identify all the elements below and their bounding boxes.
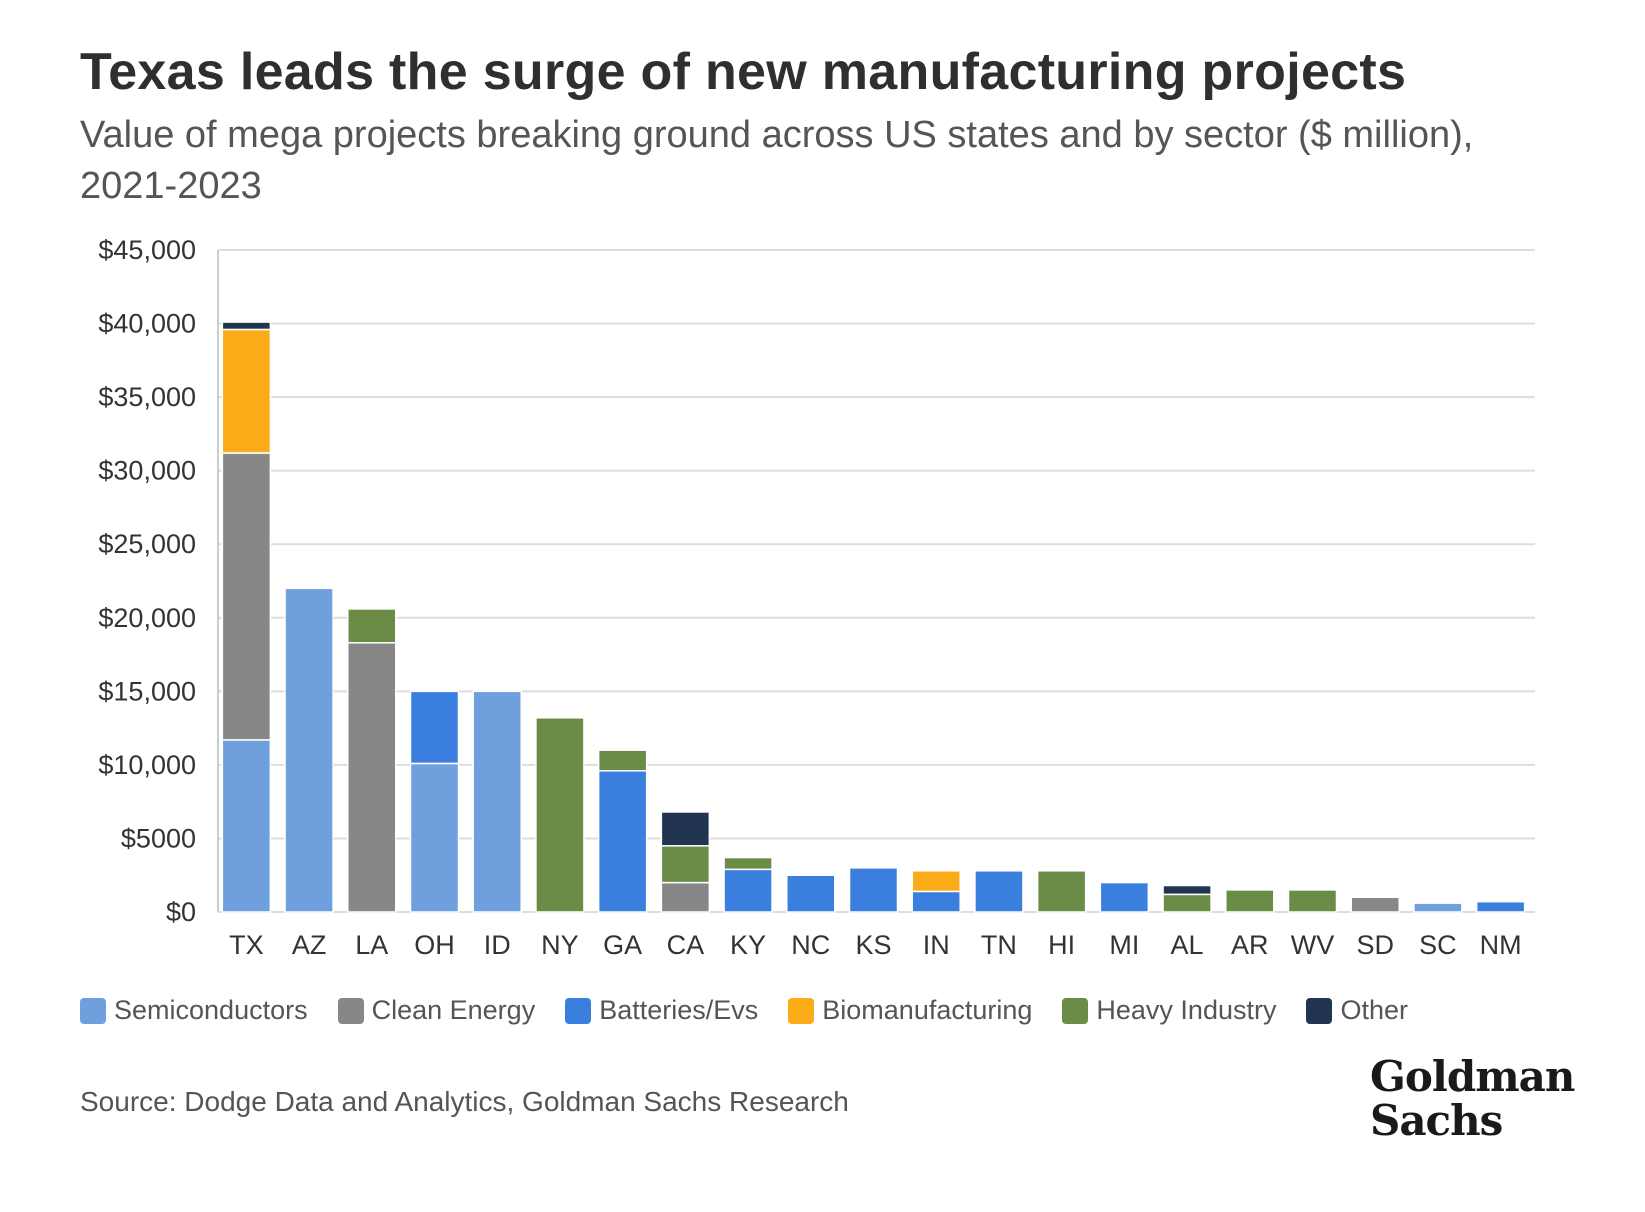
bar-segment-ky-batteries-evs: [723, 868, 773, 913]
legend-swatch: [565, 997, 592, 1024]
bar-segment-wv-heavy-industry: [1287, 889, 1338, 913]
legend-label: Heavy Industry: [1096, 995, 1277, 1025]
bar-segment-tx-clean-energy: [221, 452, 272, 741]
y-tick-label: $45,000: [98, 235, 196, 265]
y-tick-label: $15,000: [98, 676, 196, 706]
bar-segment-in-batteries-evs: [911, 890, 961, 913]
legend-label: Biomanufacturing: [822, 995, 1033, 1025]
legend-item: Clean Energy: [337, 995, 536, 1026]
x-tick-label: NY: [541, 930, 579, 960]
x-tick-label: AL: [1171, 930, 1204, 960]
bar-segment-oh-batteries-evs: [409, 690, 460, 765]
x-tick-label: HI: [1048, 930, 1075, 960]
y-tick-label: $5000: [121, 823, 196, 853]
y-tick-label: $35,000: [98, 382, 196, 412]
legend-label: Other: [1340, 995, 1408, 1025]
x-tick-label: CA: [667, 930, 705, 960]
bar-segment-sd-clean-energy: [1350, 896, 1400, 913]
bar-segment-ca-clean-energy: [660, 881, 711, 913]
bar-segment-ga-batteries-evs: [597, 770, 648, 913]
bar-segment-az-semiconductors: [284, 587, 334, 913]
logo-line-1: Goldman: [1370, 1052, 1575, 1101]
bar-segment-sc-semiconductors: [1413, 902, 1463, 913]
x-axis-ticks: TX AZ LA OH ID NY GA CA KY NC KS IN TN HI MI AL AR WV SD SC…: [229, 930, 1522, 960]
legend-swatch: [337, 997, 364, 1024]
x-tick-label: GA: [603, 930, 642, 960]
y-tick-label: $10,000: [98, 750, 196, 780]
logo-line-2: Sachs: [1370, 1096, 1503, 1145]
source-note: Source: Dodge Data and Analytics, Goldma…: [80, 1086, 849, 1117]
x-tick-label: KY: [730, 930, 766, 960]
x-tick-label: TX: [229, 930, 264, 960]
bar-segment-ca-other: [660, 811, 711, 847]
bar-segment-ca-heavy-industry: [660, 845, 711, 884]
bar-segment-ga-heavy-industry: [597, 749, 648, 772]
y-tick-label: $0: [166, 897, 196, 927]
x-tick-label: TN: [981, 930, 1017, 960]
x-tick-label: AR: [1231, 930, 1269, 960]
bar-segment-la-clean-energy: [347, 642, 397, 913]
bar-segment-id-semiconductors: [472, 690, 522, 913]
bar-segment-ar-heavy-industry: [1225, 889, 1275, 913]
chart-title: Texas leads the surge of new manufacturi…: [80, 43, 1407, 101]
y-axis-ticks: $0 $5000 $10,000 $15,000 $20,000 $25,000 $30,0…: [98, 235, 196, 927]
x-tick-label: KS: [855, 930, 891, 960]
x-tick-label: IN: [923, 930, 950, 960]
legend: Semiconductors Clean Energy Batteries/Evs B…: [80, 995, 1438, 1026]
bar-segment-mi-batteries-evs: [1099, 881, 1150, 913]
x-tick-label: AZ: [292, 930, 327, 960]
y-tick-label: $40,000: [98, 309, 196, 339]
bar-segment-tx-biomanufacturing: [221, 328, 272, 454]
bar-segment-in-biomanufacturing: [911, 870, 961, 893]
legend-label: Batteries/Evs: [599, 995, 759, 1025]
chart-subtitle: Value of mega projects breaking ground a…: [80, 114, 1474, 207]
legend-swatch: [80, 997, 106, 1024]
legend-swatch: [788, 997, 815, 1024]
x-tick-label: SD: [1356, 930, 1394, 960]
y-tick-label: $30,000: [98, 456, 196, 486]
x-tick-label: SC: [1419, 930, 1457, 960]
x-tick-label: ID: [484, 930, 511, 960]
x-tick-label: LA: [355, 930, 388, 960]
legend-swatch: [1062, 997, 1089, 1024]
bar-segment-ks-batteries-evs: [848, 867, 899, 913]
bar-segment-ny-heavy-industry: [535, 717, 585, 913]
y-tick-label: $25,000: [98, 529, 196, 559]
legend-swatch: [1306, 997, 1333, 1024]
bar-segment-nc-batteries-evs: [786, 874, 836, 913]
x-tick-label: NC: [791, 930, 830, 960]
legend-item: Biomanufacturing: [788, 995, 1032, 1026]
x-tick-label: NM: [1480, 930, 1522, 960]
bar-segment-ky-heavy-industry: [723, 856, 773, 871]
x-tick-label: MI: [1109, 930, 1139, 960]
bar-segment-al-other: [1162, 884, 1212, 896]
bar-segment-tx-semiconductors: [221, 739, 272, 913]
bar-segment-tx-other: [221, 321, 272, 331]
bar-segment-tn-batteries-evs: [974, 870, 1024, 913]
bar-segment-al-heavy-industry: [1162, 893, 1212, 913]
bar-segment-hi-heavy-industry: [1036, 870, 1087, 913]
legend-label: Clean Energy: [371, 995, 536, 1025]
bar-segment-la-heavy-industry: [347, 608, 397, 644]
stacked-bar-chart: $0 $5000 $10,000 $15,000 $20,000 $25,000 $30,0…: [98, 235, 1535, 960]
legend-item: Heavy Industry: [1062, 995, 1276, 1026]
bar-segment-nm-batteries-evs: [1475, 900, 1526, 913]
legend-item: Batteries/Evs: [565, 995, 758, 1026]
legend-item: Semiconductors: [80, 995, 308, 1026]
x-tick-label: OH: [414, 930, 455, 960]
goldman-sachs-logo: Goldman Sachs: [1370, 1052, 1575, 1145]
legend-item: Other: [1306, 995, 1408, 1026]
x-tick-label: WV: [1291, 930, 1335, 960]
y-tick-label: $20,000: [98, 603, 196, 633]
bars: [221, 321, 1526, 913]
bar-segment-oh-semiconductors: [409, 762, 460, 913]
legend-label: Semiconductors: [114, 995, 308, 1025]
